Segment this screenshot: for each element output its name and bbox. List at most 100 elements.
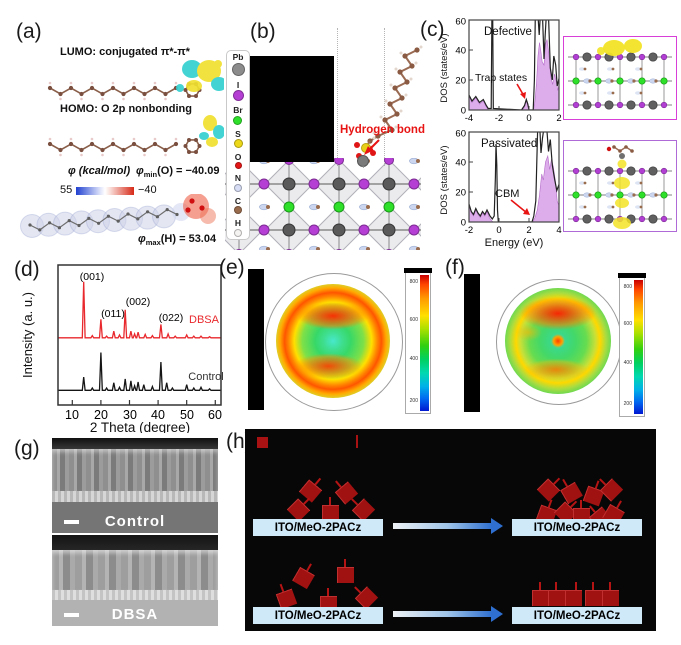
panel-b-label: (b)	[250, 20, 276, 43]
anchoring-molecule	[539, 582, 541, 590]
dos1-ytick: 20	[455, 76, 466, 87]
anchoring-molecule	[354, 586, 362, 594]
legend-item-h: H	[234, 219, 242, 237]
sem-caption-dbsa: DBSA	[111, 606, 159, 623]
anchoring-molecule	[592, 582, 594, 590]
colorbar-cap	[404, 268, 432, 273]
anchoring-molecule	[327, 588, 329, 596]
sem-ito-layer	[52, 491, 218, 502]
h-atom-icon	[234, 228, 242, 237]
anchoring-molecule	[616, 500, 622, 509]
colorbar-tick: 400	[409, 356, 418, 362]
anchoring-molecule	[344, 559, 346, 567]
crystal-grain	[585, 582, 602, 606]
pole-f-colorbar: 800 600 400 200	[618, 273, 646, 417]
molecule-legend-icon	[356, 435, 358, 448]
dos1-ytick: 0	[461, 106, 466, 117]
esp-scale-label: φ (kcal/mol)	[68, 165, 131, 177]
dos1-xtick: 2	[556, 113, 561, 124]
legend-item-n: N	[234, 174, 242, 192]
homo-caption: HOMO: O 2p nonbonding	[60, 103, 192, 115]
process-arrow-top	[393, 518, 503, 534]
lumo-caption: LUMO: conjugated π*-π*	[60, 46, 190, 58]
sem-image-dbsa: DBSA	[52, 535, 218, 626]
sem-image-control: Control	[52, 438, 218, 533]
pole-figure-f	[505, 288, 611, 394]
anchoring-molecule	[589, 505, 596, 513]
esp-colorbar	[76, 187, 134, 195]
sem-substrate-layer	[52, 501, 218, 533]
dos2-xtick: 2	[526, 225, 531, 236]
xrd-xtick: 50	[180, 408, 194, 422]
panel-d-label: (d)	[14, 258, 40, 281]
anchoring-molecule	[314, 477, 322, 486]
colorbar-gradient	[420, 275, 429, 411]
ito-box-top-right: ITO/MeO-2PACz	[512, 519, 642, 536]
legend-item-s: S	[233, 130, 243, 149]
process-arrow-bottom	[393, 606, 503, 622]
periodic-boundary-line	[337, 28, 338, 166]
dos2-ylabel: DOS (states/eV)	[439, 145, 450, 214]
esp-scale-min: 55	[60, 184, 73, 196]
dos1-title: Defective	[484, 26, 532, 38]
anchoring-molecule	[609, 582, 611, 590]
xrd-xtick: 60	[208, 408, 222, 422]
crystal-grain	[602, 582, 619, 606]
dos1-ytick: 40	[455, 46, 466, 57]
crystal-grain	[292, 563, 315, 590]
crystal-grain	[565, 582, 582, 606]
dos1-xtick: 0	[526, 113, 531, 124]
atom-legend: Pb I Br S O N C H	[226, 50, 250, 240]
dos-xlabel: Energy (eV)	[485, 237, 544, 249]
anchoring-molecule	[329, 497, 331, 505]
hydrogen-bond-label: Hydrogen bond	[340, 124, 425, 136]
legend-item-br: Br	[233, 106, 243, 125]
panel-f-label: (f)	[445, 256, 465, 279]
xrd-xtick: 20	[94, 408, 108, 422]
periodic-boundary-line	[384, 28, 385, 166]
dos1-ylabel: DOS (states/eV)	[439, 33, 450, 102]
esp-scale-max: −40	[138, 184, 157, 196]
sem-substrate-layer	[52, 599, 218, 626]
scale-bar	[64, 613, 79, 617]
dbsa-series-label: DBSA	[189, 314, 220, 326]
crystal-grain	[298, 477, 323, 503]
anchoring-molecule	[575, 582, 577, 590]
anchoring-molecule	[555, 582, 557, 590]
pb-atom-icon	[231, 62, 245, 76]
colorbar-tick: 400	[623, 359, 632, 366]
anchoring-molecule	[306, 563, 312, 572]
dos1-xtick: -2	[495, 113, 503, 124]
passivated-structure-thumbnail	[563, 140, 677, 232]
panel-e-label: (e)	[219, 256, 245, 279]
panel-c-label: (c)	[420, 18, 445, 41]
crystal-grain	[599, 478, 624, 502]
anchoring-molecule	[279, 583, 285, 592]
dos2-xtick: 4	[556, 225, 561, 236]
dbsa-molecule-chain-graphic	[354, 45, 423, 170]
lumo-molecule-graphic	[47, 60, 224, 101]
anchoring-molecule	[303, 497, 311, 505]
colorbar-tick: 200	[409, 398, 418, 404]
legend-item-c: C	[234, 197, 242, 215]
crystal-grain	[532, 582, 549, 606]
anchoring-molecule	[553, 477, 561, 485]
peak-label-022: (022)	[159, 312, 184, 324]
control-series-label: Control	[188, 371, 223, 383]
peak-label-011: (011)	[101, 308, 125, 320]
anchoring-molecule	[562, 478, 568, 487]
n-atom-icon	[234, 183, 242, 192]
pole-f-black-bar	[464, 274, 480, 412]
dos2-ytick: 0	[461, 218, 466, 229]
crystal-grain	[536, 477, 561, 502]
crystal-grain-legend-icon	[257, 437, 268, 448]
anchoring-molecule	[335, 480, 342, 488]
pole-figure-e	[276, 284, 390, 398]
cbm-label: CBM	[495, 188, 519, 200]
anchoring-molecule	[599, 478, 607, 486]
sem-caption-control: Control	[104, 513, 166, 530]
s-atom-icon	[233, 139, 243, 149]
dos1-ytick: 60	[455, 18, 466, 28]
ito-box-bottom-right: ITO/MeO-2PACz	[512, 607, 642, 624]
